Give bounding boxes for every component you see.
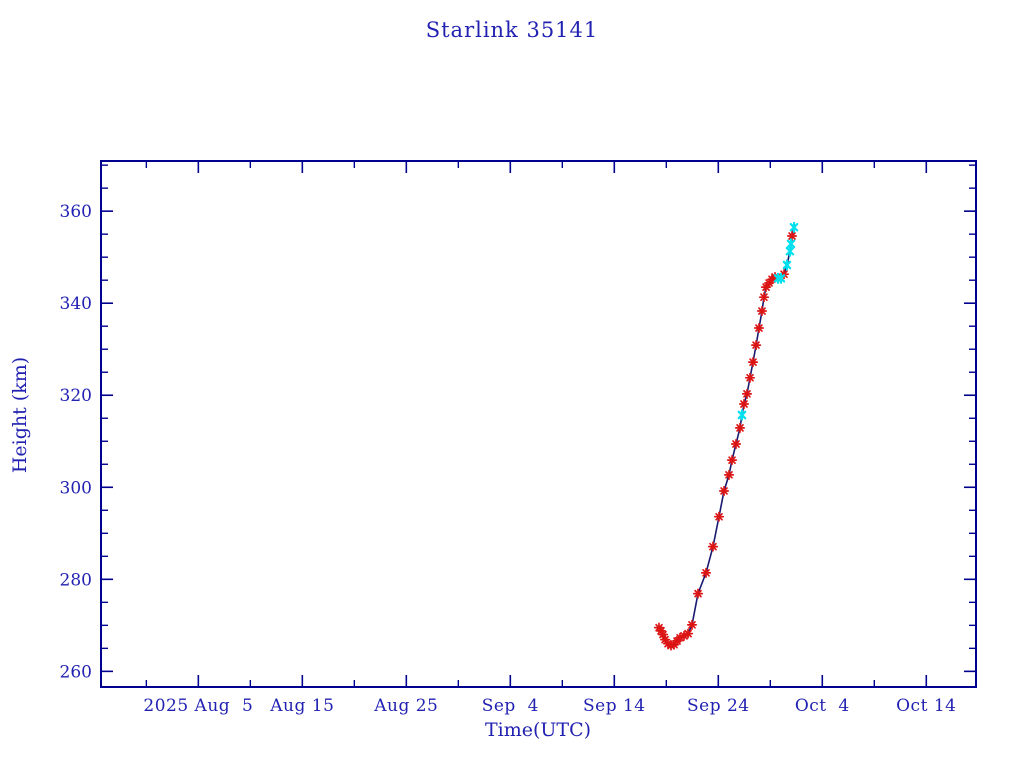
data-point-marker-red	[734, 422, 746, 433]
data-point-marker-red	[786, 230, 798, 242]
x-tick-label: Aug 25	[373, 696, 438, 716]
y-tick-label: 320	[60, 386, 92, 406]
x-tick-label: Sep 24	[687, 696, 750, 716]
data-point-marker-red	[682, 628, 694, 639]
data-point-marker-red	[718, 485, 730, 497]
data-point-marker-cyan	[737, 409, 747, 421]
data-point-marker-cyan	[786, 238, 796, 250]
data-point-marker-cyan	[789, 221, 799, 233]
data-point-marker-red	[758, 292, 770, 303]
x-tick-label: 2025 Aug 5	[143, 696, 253, 716]
y-tick-label: 280	[60, 570, 92, 590]
y-tick-label: 340	[60, 294, 92, 314]
data-point-marker-cyan	[776, 272, 786, 284]
x-tick-label: Oct 4	[795, 696, 850, 716]
data-point-marker-red	[753, 322, 765, 334]
data-point-marker-red	[747, 357, 759, 368]
y-tick-label: 260	[60, 662, 92, 682]
x-tick-label: Sep 14	[583, 696, 646, 716]
axis-border	[100, 160, 977, 688]
data-point-marker-red	[738, 398, 750, 410]
data-point-marker-cyan	[782, 259, 792, 271]
data-point-marker-red	[751, 340, 762, 351]
data-point-marker-red	[726, 455, 738, 466]
x-axis-label: Time(UTC)	[484, 719, 592, 741]
data-point-marker-red	[700, 567, 712, 578]
data-point-marker-red	[713, 511, 725, 522]
data-point-marker-red	[707, 541, 719, 552]
data-point-marker-red	[744, 372, 756, 383]
data-point-marker-red	[741, 388, 753, 399]
data-point-marker-red	[692, 588, 704, 599]
x-tick-label: Aug 15	[269, 696, 334, 716]
data-point-marker-red	[756, 305, 768, 317]
data-point-marker-red	[686, 619, 698, 630]
figure-title: Starlink 35141	[425, 18, 599, 42]
x-tick-label: Sep 4	[482, 696, 539, 716]
data-point-marker-red	[730, 438, 742, 450]
y-tick-label: 360	[60, 202, 92, 222]
x-tick-label: Oct 14	[896, 696, 956, 716]
y-tick-label: 300	[60, 478, 92, 498]
data-point-marker-red	[723, 469, 735, 480]
data-series-line	[658, 227, 795, 647]
